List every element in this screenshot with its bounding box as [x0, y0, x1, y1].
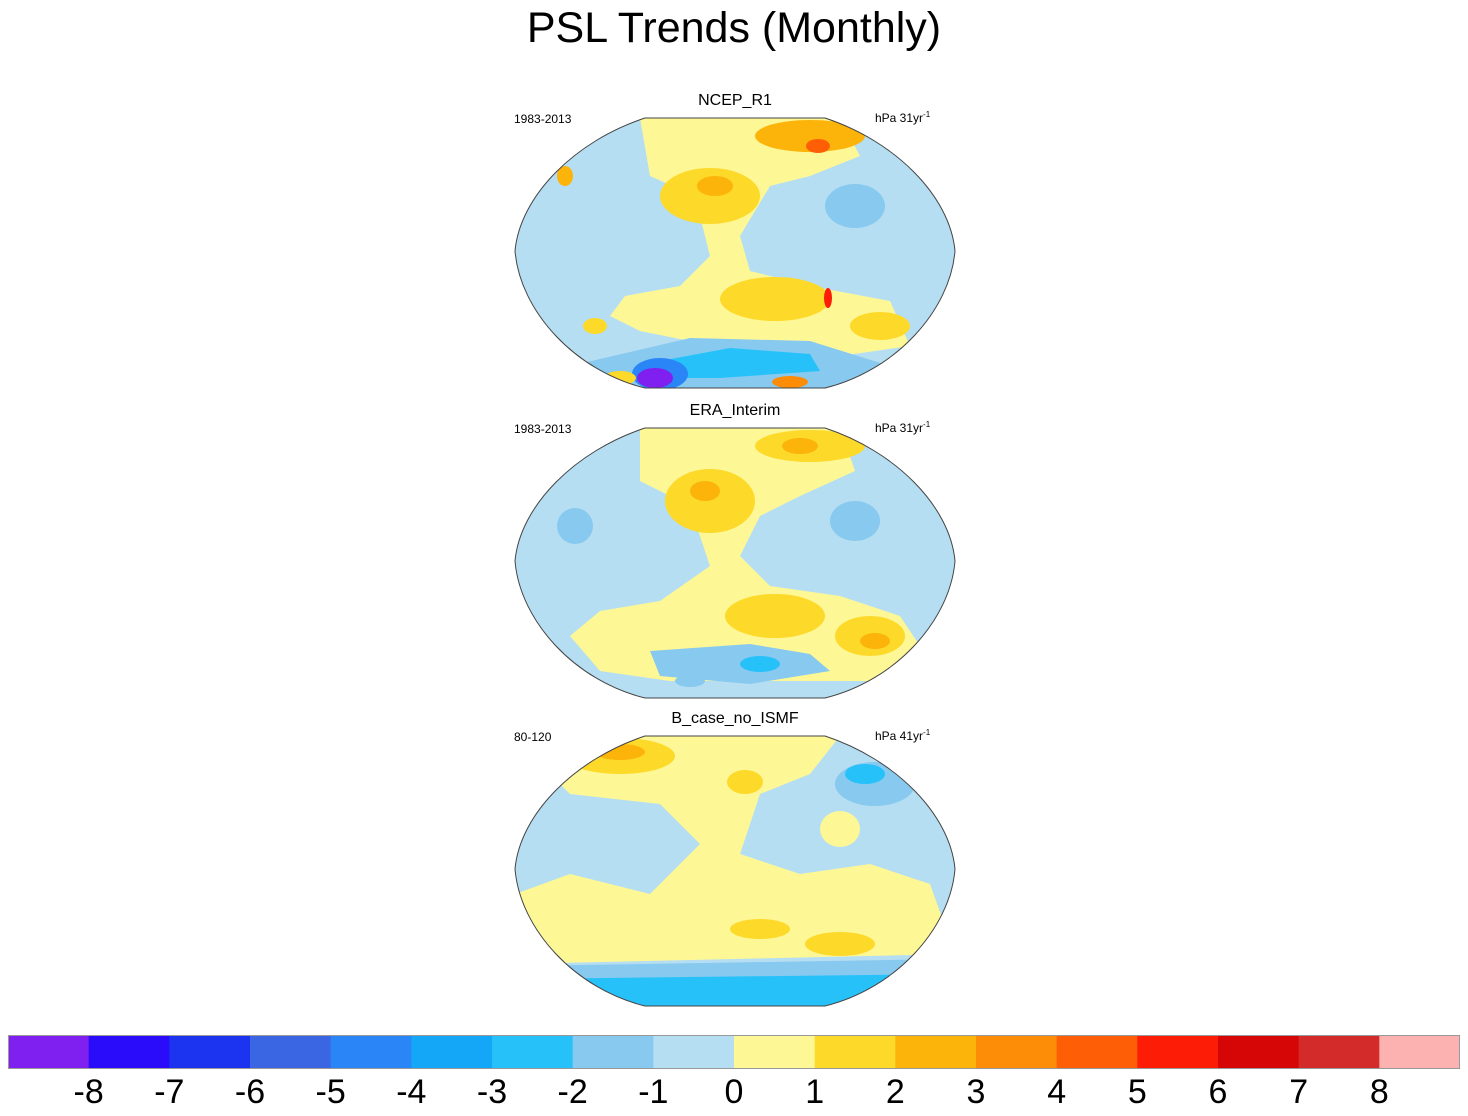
- colorbar-swatch: [411, 1035, 493, 1069]
- colorbar-tick-label: -7: [154, 1073, 185, 1111]
- colorbar-tick-label: 2: [885, 1073, 905, 1111]
- colorbar-tick-label: 6: [1208, 1073, 1228, 1111]
- panel-period: 80-120: [514, 730, 552, 744]
- colorbar-swatch: [734, 1035, 816, 1069]
- colorbar-swatch: [895, 1035, 977, 1069]
- colorbar-tick-label: 3: [966, 1073, 986, 1111]
- panel-title: ERA_Interim: [689, 402, 781, 419]
- colorbar-tick-label: 8: [1369, 1073, 1389, 1111]
- colorbar-tick-label: 0: [724, 1073, 744, 1111]
- map-era: [514, 427, 956, 699]
- colorbar-tick-label: -4: [396, 1073, 427, 1111]
- colorbar-tick-label: -6: [234, 1073, 266, 1111]
- colorbar-swatch: [492, 1035, 574, 1069]
- colorbar-swatch: [169, 1035, 251, 1069]
- colorbar-swatch: [1298, 1035, 1380, 1069]
- colorbar-swatch: [976, 1035, 1058, 1069]
- colorbar-tick-label: -5: [315, 1073, 346, 1111]
- map-bcase: [514, 735, 956, 1007]
- colorbar-tick-label: 1: [805, 1073, 825, 1111]
- panel-units: hPa 31yr-1: [875, 420, 931, 435]
- colorbar-tick-label: 4: [1047, 1073, 1067, 1111]
- colorbar: [8, 1035, 1460, 1069]
- colorbar-swatch: [1137, 1035, 1219, 1069]
- colorbar-swatch: [88, 1035, 170, 1069]
- colorbar-border: [8, 1035, 1460, 1069]
- panel-period: 1983-2013: [514, 112, 572, 126]
- colorbar-swatch: [330, 1035, 412, 1069]
- panel-title: B_case_no_ISMF: [671, 710, 799, 727]
- map-panel-ncep: NCEP_R1 1983-2013 hPa 31yr-1: [510, 92, 960, 389]
- map-ncep: [514, 117, 956, 389]
- map-panel-bcase: B_case_no_ISMF 80-120 hPa 41yr-1: [510, 710, 960, 1007]
- colorbar-tick-label: -2: [557, 1073, 588, 1111]
- colorbar-swatch: [653, 1035, 735, 1069]
- colorbar-tick-label: -1: [638, 1073, 669, 1111]
- colorbar-swatch: [8, 1035, 90, 1069]
- colorbar-swatch: [1379, 1035, 1460, 1069]
- panel-period: 1983-2013: [514, 422, 572, 436]
- panel-units: hPa 41yr-1: [875, 728, 931, 743]
- map-panel-era: ERA_Interim 1983-2013 hPa 31yr-1: [510, 402, 960, 699]
- colorbar-tick-label: 7: [1289, 1073, 1309, 1111]
- colorbar-swatch: [1218, 1035, 1300, 1069]
- colorbar-tick-label: 5: [1127, 1073, 1147, 1111]
- colorbar-tick-label: -8: [73, 1073, 104, 1111]
- colorbar-swatch: [572, 1035, 654, 1069]
- page-title: PSL Trends (Monthly): [526, 4, 942, 52]
- panel-title: NCEP_R1: [698, 92, 772, 109]
- colorbar-swatch: [1056, 1035, 1138, 1069]
- colorbar-tick-label: -3: [476, 1073, 508, 1111]
- panel-units: hPa 31yr-1: [875, 110, 931, 125]
- colorbar-swatch: [814, 1035, 896, 1069]
- colorbar-swatch: [250, 1035, 332, 1069]
